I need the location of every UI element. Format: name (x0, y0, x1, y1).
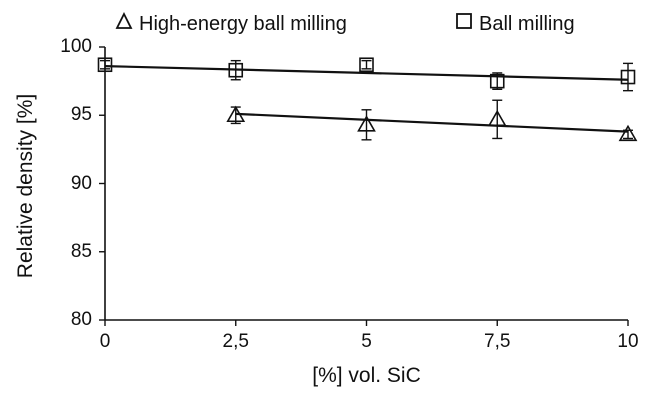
x-tick-label: 5 (361, 331, 372, 352)
high-energy-point (226, 105, 246, 123)
x-tick-label: 7,5 (484, 331, 511, 352)
x-tick-label: 0 (99, 331, 111, 352)
x-axis-label: [%] vol. SiC (312, 364, 421, 387)
axes (99, 46, 629, 326)
legend-label-ball-milling: Ball milling (479, 12, 575, 35)
x-tick-label: 10 (617, 331, 639, 352)
legend-item-ball-milling: Ball milling (455, 12, 575, 36)
y-axis-label: Relative density [%] (14, 93, 37, 279)
error-bars (100, 59, 633, 141)
markers (97, 57, 638, 142)
ball-milling-point (228, 62, 244, 78)
ball-milling-trendline (104, 65, 629, 81)
x-tick-label: 2,5 (222, 331, 249, 352)
high-energy-point (487, 109, 507, 127)
y-tick-label: 90 (70, 172, 92, 194)
high-energy-point (357, 115, 376, 132)
ball-milling-point (97, 57, 113, 73)
ball-milling-point (359, 57, 374, 73)
trendlines (104, 65, 629, 133)
y-tick-label: 95 (70, 104, 92, 126)
high-energy-point (618, 124, 638, 142)
y-tick-label: 80 (70, 309, 92, 330)
y-tick-label: 85 (70, 240, 92, 262)
triangle-icon (115, 11, 133, 36)
square-icon (455, 12, 473, 36)
legend-label-high-energy: High-energy ball milling (139, 12, 347, 35)
high-energy-trendline (235, 112, 629, 133)
legend-item-high-energy: High-energy ball milling (115, 11, 347, 36)
ball-milling-point (489, 73, 505, 89)
legend: High-energy ball milling Ball milling (0, 11, 660, 42)
y-axis-title: Relative density [%] (6, 0, 46, 394)
y-tick-label: 100 (60, 36, 92, 57)
ball-milling-point (620, 69, 636, 85)
